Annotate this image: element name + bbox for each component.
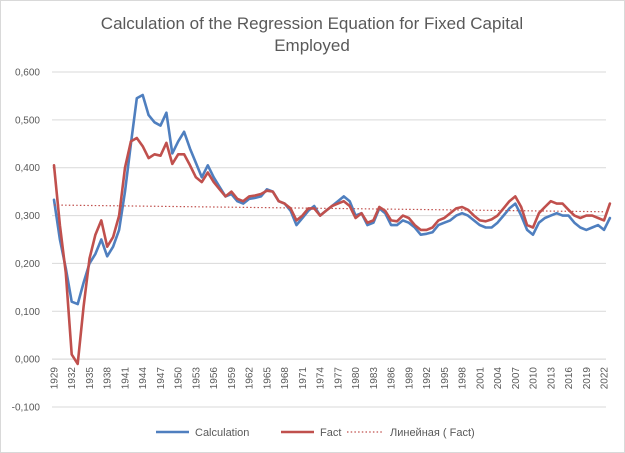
- x-tick-label: 2004: [493, 367, 504, 390]
- x-tick-label: 1956: [209, 367, 220, 390]
- legend-label-1: Fact: [320, 427, 341, 439]
- x-tick-label: 1980: [351, 367, 362, 390]
- x-tick-label: 1995: [440, 367, 451, 390]
- x-tick-label: 2010: [529, 367, 540, 390]
- x-tick-label: 1992: [422, 367, 433, 390]
- x-tick-label: 1971: [298, 367, 309, 390]
- x-tick-label: 2013: [546, 367, 557, 390]
- x-tick-label: 1974: [316, 367, 327, 390]
- series-line-fact: [52, 136, 612, 366]
- y-tick-label: 0,300: [15, 211, 40, 222]
- y-tick-label: 0,100: [15, 307, 40, 318]
- x-tick-label: 1983: [369, 367, 380, 390]
- x-tick-label: 1962: [245, 367, 256, 390]
- series-line-calculation: [52, 93, 612, 306]
- x-tick-label: 2019: [582, 367, 593, 390]
- x-tick-label: 1929: [50, 367, 61, 390]
- x-tick-label: 2016: [564, 367, 575, 390]
- y-tick-label: 0,600: [15, 68, 40, 79]
- x-tick-label: 1968: [280, 367, 291, 390]
- x-tick-label: 1953: [191, 367, 202, 390]
- legend-label-0: Calculation: [195, 427, 249, 439]
- chart-title-line-0: Calculation of the Regression Equation f…: [101, 14, 523, 33]
- x-tick-label: 1947: [156, 367, 167, 390]
- y-tick-label: 0,000: [15, 355, 40, 366]
- y-tick-label: 0,400: [15, 163, 40, 174]
- chart-title-line-1: Employed: [274, 36, 350, 55]
- x-tick-label: 2022: [600, 367, 611, 390]
- y-tick-label: 0,500: [15, 115, 40, 126]
- x-tick-label: 1989: [404, 367, 415, 390]
- x-tick-label: 1941: [120, 367, 131, 390]
- legend-label-2: Линейная ( Fact): [390, 427, 475, 439]
- x-tick-label: 1998: [458, 367, 469, 390]
- x-tick-label: 1944: [138, 367, 149, 390]
- x-tick-label: 1977: [333, 367, 344, 390]
- trendline: [53, 204, 605, 213]
- x-tick-label: 1938: [103, 367, 114, 390]
- x-tick-label: 2007: [511, 367, 522, 390]
- x-tick-label: 1935: [85, 367, 96, 390]
- x-tick-label: 1959: [227, 367, 238, 390]
- y-tick-label: 0,200: [15, 259, 40, 270]
- x-tick-label: 1950: [174, 367, 185, 390]
- x-tick-label: 1965: [262, 367, 273, 390]
- x-tick-label: 2001: [475, 367, 486, 390]
- y-tick-label: -0,100: [12, 403, 41, 414]
- x-tick-label: 1932: [67, 367, 78, 390]
- x-tick-label: 1986: [387, 367, 398, 390]
